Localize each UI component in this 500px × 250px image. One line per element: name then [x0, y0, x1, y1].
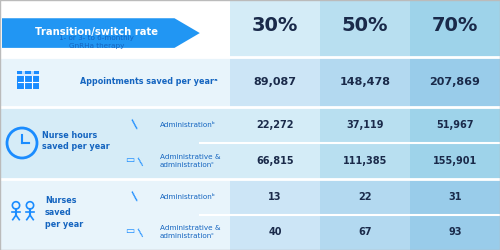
Text: /: /: [129, 118, 141, 130]
Text: Nurses
saved
per year: Nurses saved per year: [45, 196, 83, 229]
Text: Administrationᵇ: Administrationᵇ: [160, 122, 216, 128]
Bar: [230, 179, 320, 250]
Text: ▭: ▭: [126, 155, 134, 165]
Text: 1- or 3- to 6-monthly
GnRHa therapy: 1- or 3- to 6-monthly GnRHa therapy: [59, 35, 134, 49]
Bar: [410, 57, 500, 107]
Bar: [0, 179, 230, 250]
FancyArrow shape: [2, 18, 200, 48]
Text: Transition/switch rate: Transition/switch rate: [35, 27, 158, 37]
Bar: [22, 70, 25, 74]
Text: 93: 93: [448, 227, 462, 237]
Text: /: /: [129, 190, 141, 202]
Text: ▭: ▭: [126, 226, 134, 236]
Text: 67: 67: [358, 227, 372, 237]
Text: 22: 22: [358, 192, 372, 202]
Bar: [320, 179, 410, 250]
Text: 40: 40: [268, 227, 282, 237]
Text: 148,478: 148,478: [340, 77, 390, 87]
Bar: [410, 107, 500, 179]
Bar: [410, 179, 500, 250]
Bar: [0, 0, 230, 57]
Bar: [320, 57, 410, 107]
Text: 13: 13: [268, 192, 282, 202]
Text: 111,385: 111,385: [343, 156, 387, 166]
Text: 22,272: 22,272: [256, 120, 294, 130]
Text: Nurse hours
saved per year: Nurse hours saved per year: [42, 130, 110, 152]
Text: 51,967: 51,967: [436, 120, 474, 130]
Text: 50%: 50%: [342, 16, 388, 35]
Text: 31: 31: [448, 192, 462, 202]
Text: 89,087: 89,087: [254, 77, 296, 87]
Bar: [230, 107, 320, 179]
Text: Administrationᵇ: Administrationᵇ: [160, 194, 216, 200]
Text: 207,869: 207,869: [430, 77, 480, 87]
Bar: [230, 57, 320, 107]
Text: /: /: [136, 228, 146, 238]
Text: 30%: 30%: [252, 16, 298, 35]
Text: Administrative &
administrationᶜ: Administrative & administrationᶜ: [160, 154, 220, 168]
Text: 155,901: 155,901: [433, 156, 477, 166]
Bar: [0, 57, 230, 107]
Bar: [410, 0, 500, 57]
Bar: [17, 71, 39, 89]
Bar: [230, 0, 320, 57]
Bar: [0, 107, 230, 179]
Bar: [31, 70, 34, 74]
Text: /: /: [136, 157, 146, 167]
Bar: [320, 107, 410, 179]
Bar: [320, 0, 410, 57]
Text: 37,119: 37,119: [346, 120, 384, 130]
Text: Administrative &
administrationᶜ: Administrative & administrationᶜ: [160, 226, 220, 239]
Text: Appointments saved per yearᵃ: Appointments saved per yearᵃ: [80, 78, 218, 86]
Bar: [17, 71, 39, 75]
Text: 70%: 70%: [432, 16, 478, 35]
Text: 66,815: 66,815: [256, 156, 294, 166]
